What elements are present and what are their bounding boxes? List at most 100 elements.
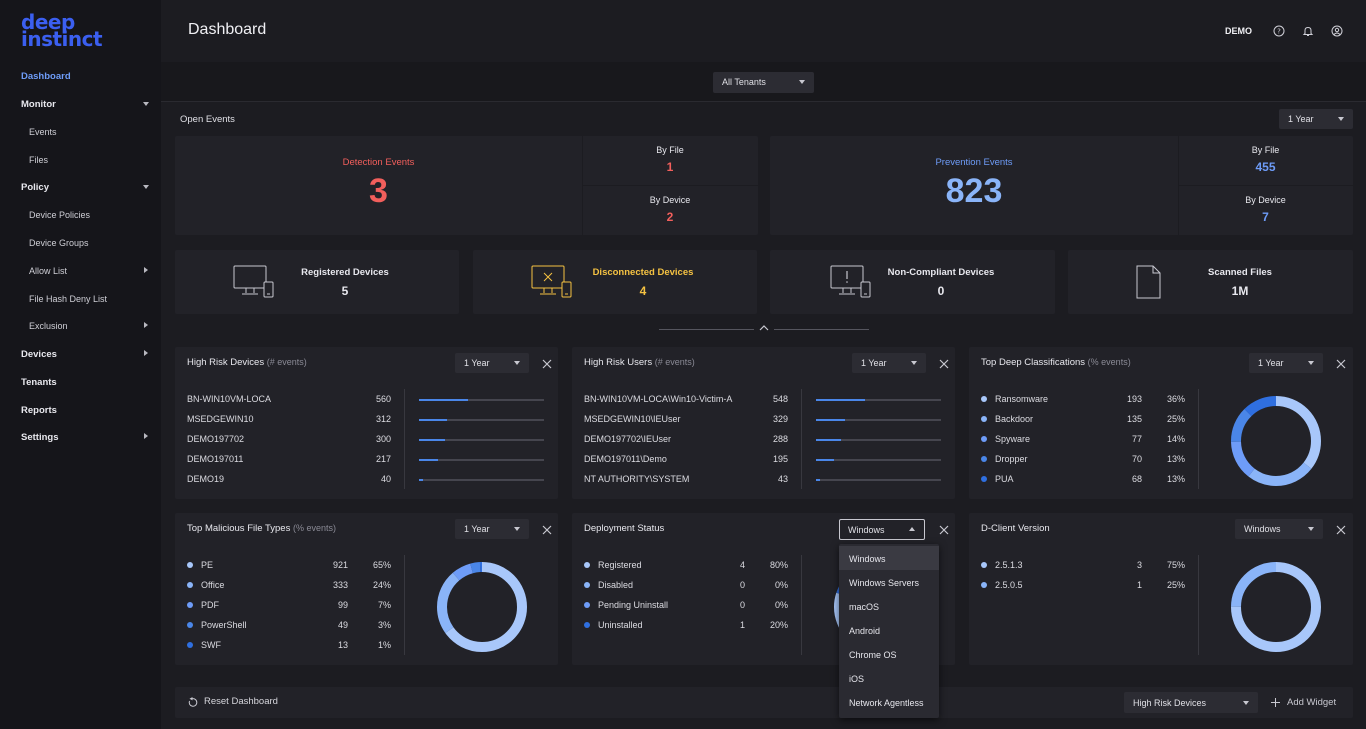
chevron-right-icon[interactable]	[144, 322, 148, 328]
row-name[interactable]: DEMO197702	[187, 434, 245, 444]
chevron-up-icon[interactable]	[759, 324, 769, 332]
row-name[interactable]: DEMO197011\Demo	[584, 454, 667, 464]
prevention-events-value[interactable]: 823	[945, 172, 1003, 210]
period-select[interactable]: 1 Year	[852, 353, 926, 373]
sidebar-item-tenants[interactable]: Tenants	[21, 377, 57, 388]
sidebar-item-allow-list[interactable]: Allow List	[29, 266, 68, 276]
reset-dashboard-button[interactable]: Reset Dashboard	[204, 696, 278, 707]
row-name[interactable]: 2.5.0.5	[995, 580, 1023, 590]
row-name[interactable]: Backdoor	[995, 414, 1034, 424]
widget-type-select[interactable]: High Risk Devices	[1124, 692, 1258, 713]
row-name[interactable]: PDF	[201, 600, 219, 610]
row-name[interactable]: Registered	[598, 560, 642, 570]
close-icon[interactable]	[1336, 359, 1346, 369]
donut-segment-office[interactable]	[437, 562, 527, 652]
chevron-down-icon[interactable]	[143, 102, 149, 106]
close-icon[interactable]	[1336, 525, 1346, 535]
row-name[interactable]: Office	[201, 580, 225, 590]
row-name[interactable]: DEMO197011	[187, 454, 244, 464]
row-name[interactable]: MSEDGEWIN10\IEUser	[584, 414, 681, 424]
bell-icon[interactable]	[1302, 25, 1314, 37]
sidebar-item-device-groups[interactable]: Device Groups	[29, 238, 89, 248]
classification-donut-chart[interactable]	[1230, 395, 1322, 487]
sidebar-item-file-hash-deny-list[interactable]: File Hash Deny List	[29, 294, 108, 304]
menu-item-macos[interactable]: macOS	[849, 602, 880, 612]
add-widget-button[interactable]: Add Widget	[1287, 697, 1337, 708]
chevron-right-icon[interactable]	[144, 267, 148, 273]
donut-segment-swf[interactable]	[437, 562, 527, 652]
donut-segment-dropper[interactable]	[1231, 396, 1321, 486]
scanned-files-value: 1M	[1231, 284, 1249, 298]
user-icon[interactable]	[1331, 25, 1343, 37]
menu-item-windows-servers[interactable]: Windows Servers	[849, 578, 920, 588]
sidebar-item-settings[interactable]: Settings	[21, 432, 59, 443]
help-icon[interactable]: ?	[1273, 25, 1285, 37]
row-name[interactable]: PowerShell	[201, 620, 247, 630]
row-name[interactable]: DEMO197702\IEUser	[584, 434, 672, 444]
sidebar-item-files[interactable]: Files	[29, 155, 49, 165]
menu-item-windows[interactable]: Windows	[839, 546, 939, 570]
row-name[interactable]: BN-WIN10VM-LOCA	[187, 394, 272, 404]
open-events-period-select[interactable]: 1 Year	[1279, 109, 1353, 129]
close-icon[interactable]	[542, 359, 552, 369]
menu-item-chrome-os[interactable]: Chrome OS	[849, 650, 897, 660]
row-name[interactable]: PE	[201, 560, 214, 570]
period-select[interactable]: 1 Year	[455, 519, 529, 539]
sidebar-item-dashboard[interactable]: Dashboard	[21, 71, 71, 82]
close-icon[interactable]	[542, 525, 552, 535]
row-name[interactable]: PUA	[995, 474, 1014, 484]
reset-icon[interactable]	[187, 697, 198, 708]
row-name[interactable]: Spyware	[995, 434, 1031, 444]
menu-item-android[interactable]: Android	[849, 626, 881, 636]
donut-segment-backdoor[interactable]	[1231, 396, 1321, 486]
prevention-by-file-value[interactable]: 455	[1255, 160, 1276, 174]
row-name[interactable]: Dropper	[995, 454, 1028, 464]
sidebar-item-exclusion[interactable]: Exclusion	[29, 321, 68, 331]
sidebar-item-device-policies[interactable]: Device Policies	[29, 210, 91, 220]
donut-segment-pua[interactable]	[1231, 396, 1321, 486]
row-name[interactable]: Uninstalled	[598, 620, 643, 630]
deep-instinct-logo[interactable]: deep instinct	[21, 12, 103, 52]
row-name[interactable]: DEMO19	[187, 474, 225, 484]
disconnected-devices-card[interactable]: Disconnected Devices 4	[473, 250, 757, 314]
chevron-right-icon[interactable]	[144, 350, 148, 356]
period-select[interactable]: 1 Year	[455, 353, 529, 373]
user-name[interactable]: DEMO	[1225, 26, 1252, 36]
row-name[interactable]: 2.5.1.3	[995, 560, 1023, 570]
non-compliant-devices-card[interactable]: Non-Compliant Devices 0	[770, 250, 1055, 314]
row-name[interactable]: Pending Uninstall	[598, 600, 669, 610]
detection-events-value[interactable]: 3	[369, 172, 388, 210]
row-name[interactable]: BN-WIN10VM-LOCA\Win10-Victim-A	[584, 394, 733, 404]
file-types-donut-chart[interactable]	[436, 561, 528, 653]
detection-by-device-value[interactable]: 2	[666, 210, 674, 224]
row-name[interactable]: MSEDGEWIN10	[187, 414, 254, 424]
sidebar-item-monitor[interactable]: Monitor	[21, 99, 56, 110]
client-version-donut-chart[interactable]	[1230, 561, 1322, 653]
registered-devices-card[interactable]: Registered Devices 5	[175, 250, 459, 314]
scanned-files-card[interactable]: Scanned Files 1M	[1068, 250, 1353, 314]
tenant-select[interactable]: All Tenants	[713, 72, 814, 93]
sidebar-item-policy[interactable]: Policy	[21, 182, 49, 193]
plus-icon[interactable]	[1271, 698, 1280, 707]
menu-item-network-agentless[interactable]: Network Agentless	[849, 698, 924, 708]
row-name[interactable]: SWF	[201, 640, 221, 650]
row-name[interactable]: NT AUTHORITY\SYSTEM	[584, 474, 690, 484]
detection-by-file-value[interactable]: 1	[666, 160, 674, 174]
row-name[interactable]: Disabled	[598, 580, 634, 590]
chevron-down-icon	[1308, 361, 1314, 365]
chevron-right-icon[interactable]	[144, 433, 148, 439]
period-value: 1 Year	[1258, 358, 1284, 368]
sidebar-item-reports[interactable]: Reports	[21, 405, 57, 416]
period-select[interactable]: 1 Year	[1249, 353, 1323, 373]
sidebar-item-devices[interactable]: Devices	[21, 349, 57, 360]
sidebar-item-events[interactable]: Events	[29, 127, 57, 137]
menu-item-ios[interactable]: iOS	[849, 674, 865, 684]
donut-segment-2-5-1-3[interactable]	[1231, 562, 1321, 652]
close-icon[interactable]	[939, 359, 949, 369]
close-icon[interactable]	[939, 525, 949, 535]
chevron-down-icon[interactable]	[143, 185, 149, 189]
row-name[interactable]: Ransomware	[995, 394, 1049, 404]
platform-select[interactable]: Windows	[1235, 519, 1323, 539]
platform-select[interactable]: Windows	[839, 519, 925, 540]
prevention-by-device-value[interactable]: 7	[1262, 210, 1269, 224]
